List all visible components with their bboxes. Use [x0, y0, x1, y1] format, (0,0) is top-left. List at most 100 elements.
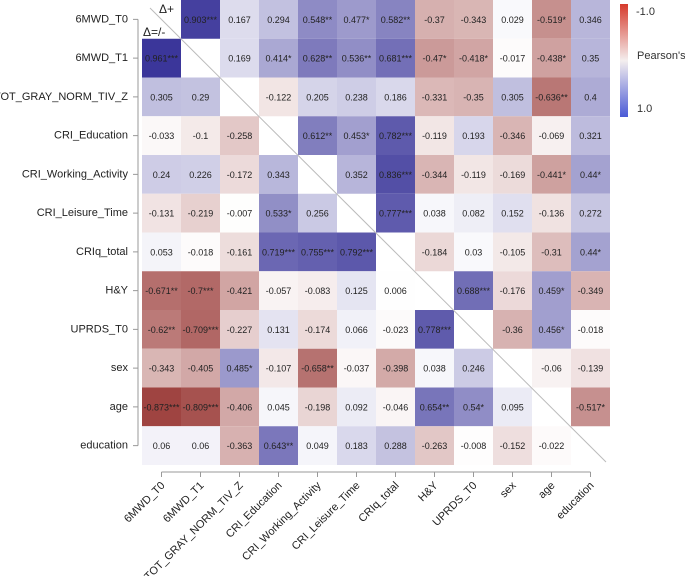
cell-value-label: 0.029	[501, 15, 524, 25]
cell-value-label: -0.258	[227, 131, 253, 141]
heatmap-cell	[493, 0, 532, 39]
heatmap-cell	[532, 155, 571, 194]
cell-value-label: 0.082	[462, 209, 485, 219]
heatmap-cell	[415, 387, 454, 427]
heatmap-cell	[337, 232, 376, 272]
y-tick-label: CRI_Leisure_Time	[37, 207, 128, 219]
diagonal-line	[149, 7, 607, 463]
heatmap-cell	[454, 232, 493, 272]
heatmap-cell	[415, 426, 454, 465]
cell-value-label: 0.06	[192, 441, 210, 451]
heatmap-cell	[376, 38, 415, 78]
x-tick-label: CRIq_total	[356, 480, 401, 525]
heatmap-cell	[298, 0, 337, 39]
cell-value-label: 0.066	[345, 325, 368, 335]
cell-value-label: 0.533*	[265, 209, 292, 219]
cell-value-label: 0.045	[267, 402, 290, 412]
cell-value-label: -0.331	[422, 92, 448, 102]
cell-value-label: -0.36	[502, 325, 523, 335]
y-tick-label: TOT_GRAY_NORM_TIV_Z	[0, 91, 128, 103]
heatmap-cell	[142, 387, 181, 427]
cell-value-label: 0.688***	[457, 286, 491, 296]
cell-value-label: -0.1	[193, 131, 209, 141]
heatmap-cell	[493, 77, 532, 117]
heatmap-cell	[415, 348, 454, 388]
heatmap-cell	[259, 232, 298, 272]
heatmap-cell	[337, 426, 376, 465]
x-tick-label: age	[536, 480, 557, 501]
heatmap-cell	[532, 193, 571, 233]
cell-value-label: -0.47*	[422, 54, 447, 64]
cell-value-label: -0.517*	[576, 402, 606, 412]
heatmap-cell	[493, 271, 532, 310]
y-tick-label: sex	[111, 362, 129, 374]
heatmap-cells: 0.903*** 0.167 0.294 0.548** 0.477* 0.582** -0…	[142, 0, 610, 465]
heatmap-cell	[376, 0, 415, 39]
heatmap-cell	[454, 193, 493, 233]
cell-value-label: -0.018	[188, 247, 214, 257]
cell-value-label: 0.049	[306, 441, 329, 451]
cell-value-label: -0.008	[461, 441, 487, 451]
heatmap-cell	[142, 193, 181, 233]
legend-title: Pearson's r	[637, 50, 685, 62]
heatmap-cell	[181, 0, 220, 39]
heatmap-cell	[259, 77, 298, 117]
cell-value-label: 0.183	[345, 441, 368, 451]
heatmap-cell	[142, 348, 181, 388]
cell-value-label: -0.37	[424, 15, 445, 25]
heatmap-cell	[376, 310, 415, 349]
heatmap-cell	[298, 348, 337, 388]
cell-value-label: -0.131	[149, 209, 175, 219]
cell-value-label: -0.007	[227, 209, 253, 219]
heatmap-cell	[571, 193, 610, 233]
heatmap-cell	[415, 77, 454, 117]
heatmap-cell	[376, 116, 415, 155]
x-axis: 6MWD_T06MWD_T1TOT_GRAY_NORM_TIV_ZCRI_Edu…	[122, 471, 597, 576]
heatmap-cell	[220, 155, 259, 194]
heatmap-cell	[376, 426, 415, 465]
cell-value-label: 0.459*	[538, 286, 565, 296]
heatmap-cell	[298, 77, 337, 117]
heatmap-cell	[454, 0, 493, 39]
heatmap-cell	[142, 271, 181, 310]
heatmap-cell	[493, 116, 532, 155]
cell-value-label: 0.352	[345, 170, 368, 180]
heatmap-cell	[493, 155, 532, 194]
upper-triangle-label: Δ+	[159, 2, 174, 16]
heatmap-cell	[142, 116, 181, 155]
cell-value-label: 0.343	[267, 170, 290, 180]
y-tick-label: UPRDS_T0	[71, 323, 128, 335]
cell-value-label: -0.873***	[143, 402, 180, 412]
x-tick-label: H&Y	[416, 479, 441, 504]
cell-value-label: -0.709***	[182, 325, 219, 335]
x-tick-label: education	[554, 480, 596, 522]
cell-value-label: 0.643**	[264, 441, 294, 451]
heatmap-cell	[337, 38, 376, 78]
cell-value-label: -0.174	[305, 325, 331, 335]
heatmap-cell	[454, 155, 493, 194]
cell-value-label: -0.227	[227, 325, 253, 335]
y-tick-label: age	[110, 401, 128, 413]
cell-value-label: 0.125	[345, 286, 368, 296]
heatmap-cell	[571, 77, 610, 117]
cell-value-label: 0.038	[423, 364, 446, 374]
cell-value-label: 0.961***	[145, 54, 179, 64]
cell-value-label: 0.44*	[580, 170, 602, 180]
heatmap-cell	[454, 271, 493, 310]
heatmap-cell	[142, 426, 181, 465]
cell-value-label: -0.172	[227, 170, 253, 180]
cell-value-label: -0.343	[149, 364, 175, 374]
cell-value-label: -0.152	[500, 441, 526, 451]
cell-value-label: -0.161	[227, 247, 253, 257]
heatmap-cell	[181, 310, 220, 349]
heatmap-cell	[259, 310, 298, 349]
legend-colorbar	[620, 4, 628, 117]
cell-value-label: 0.24	[153, 170, 171, 180]
cell-value-label: 0.778***	[418, 325, 452, 335]
cell-value-label: 0.346	[579, 15, 602, 25]
heatmap-cell	[454, 116, 493, 155]
heatmap-cell	[181, 116, 220, 155]
cell-value-label: -0.06	[541, 364, 562, 374]
cell-value-label: 0.053	[150, 247, 173, 257]
cell-value-label: -0.184	[422, 247, 448, 257]
